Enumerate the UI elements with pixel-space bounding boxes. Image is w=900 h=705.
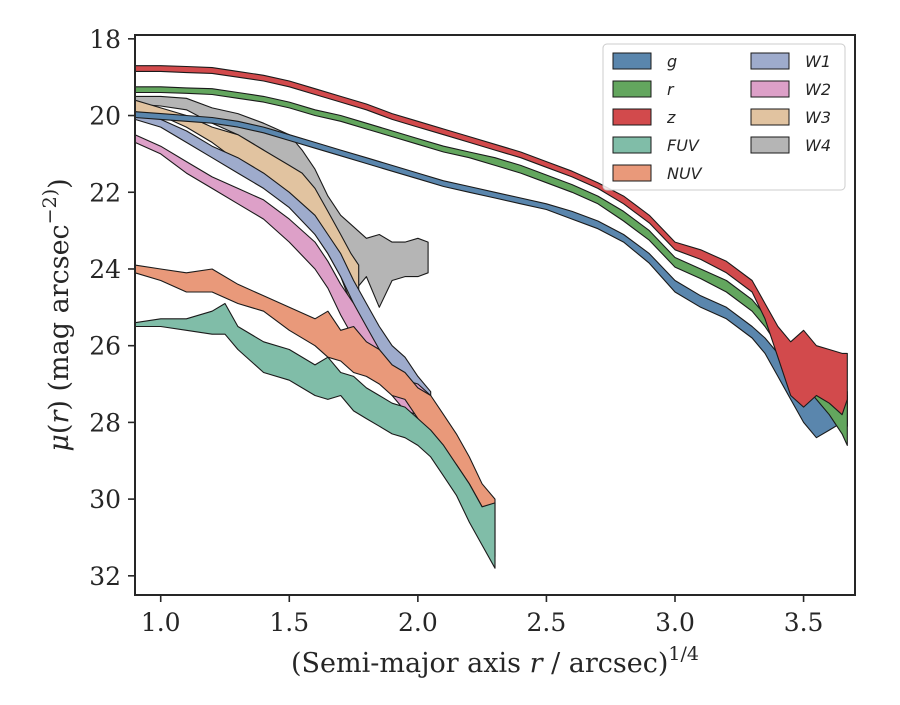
x-tick-label: 2.5 <box>527 608 567 637</box>
legend-swatch-r <box>612 80 652 98</box>
legend-label-FUV: FUV <box>667 136 700 155</box>
legend-swatch-W3 <box>750 108 790 126</box>
legend-swatch-z <box>612 108 652 126</box>
legend-label-W4: W4 <box>805 136 831 155</box>
y-tick-label: 22 <box>89 178 121 207</box>
x-tick-label: 2.0 <box>398 608 438 637</box>
y-tick-label: 18 <box>89 25 121 54</box>
x-tick-label: 1.5 <box>269 608 309 637</box>
y-tick-label: 28 <box>89 408 121 437</box>
legend-label-W3: W3 <box>805 108 831 127</box>
y-tick-label: 26 <box>89 332 121 361</box>
legend-label-W1: W1 <box>805 52 831 71</box>
legend-swatch-FUV <box>612 136 652 154</box>
band-NUV <box>134 264 496 558</box>
y-tick-label: 32 <box>89 562 121 591</box>
legend-swatch-W2 <box>750 80 790 98</box>
x-tick-label: 1.0 <box>141 608 181 637</box>
x-axis-label: (Semi-major axis r / arcsec)1/4 <box>291 643 699 679</box>
legend-label-r: r <box>667 80 675 99</box>
legend-swatch-W1 <box>750 52 790 70</box>
legend-swatch-NUV <box>612 164 652 182</box>
plot-frame <box>134 34 856 596</box>
legend-swatch-g <box>612 52 652 70</box>
x-tick-label: 3.5 <box>784 608 824 637</box>
legend-label-W2: W2 <box>805 80 831 99</box>
legend-label-NUV: NUV <box>667 164 703 183</box>
y-tick-label: 24 <box>89 255 121 284</box>
band-layer <box>134 65 848 569</box>
legend-swatch-W4 <box>750 136 790 154</box>
legend: grz FUV NUV W1 W2 W3 W4 <box>602 43 846 191</box>
band-r <box>134 86 848 446</box>
tick-layer: 1.0 1.5 2.0 2.5 3.0 3.5 18 20 22 24 26 28 30 32 <box>89 25 823 637</box>
y-tick-label: 30 <box>89 485 121 514</box>
legend-label-g: g <box>667 52 677 71</box>
y-tick-label: 20 <box>89 102 121 131</box>
legend-label-z: z <box>666 108 676 127</box>
x-tick-label: 3.0 <box>655 608 695 637</box>
band-FUV <box>134 302 496 569</box>
y-axis-label: μ(r) (mag arcsec−2)) <box>39 178 75 451</box>
band-z <box>134 65 848 416</box>
